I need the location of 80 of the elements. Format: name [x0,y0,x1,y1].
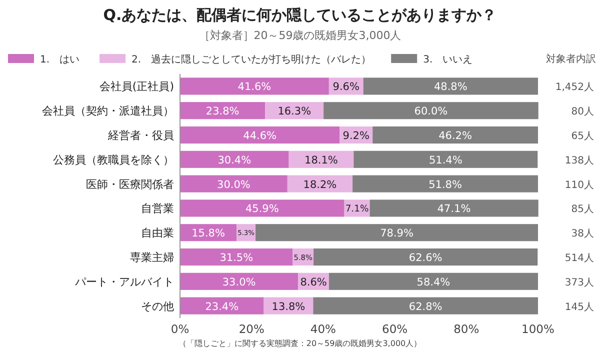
data-label: 18.1% [304,154,338,166]
data-label: 48.8% [434,81,468,94]
legend-label: 1. はい [40,54,80,66]
data-label: 9.6% [332,81,360,94]
text: 対象者内訳 [546,53,596,65]
bar [314,248,538,266]
data-label: 7.1% [345,204,369,215]
bar [180,150,289,168]
bar [180,175,288,192]
data-label: 51.4% [428,154,462,166]
chart-title: Q.あなたは、配偶者に何か隠していることがありますか？ [103,6,497,24]
text: 85人 [571,204,594,216]
x-tick-label: 80% [454,322,480,336]
x-tick-label: 60% [382,322,408,336]
x-tick-label: 40% [310,322,336,336]
y-tick-label: 専業主婦 [130,251,174,264]
legend-label: 3. いいえ [423,54,473,66]
data-label: 13.8% [272,300,306,313]
data-label: 78.9% [380,228,414,240]
data-label: 62.8% [408,300,442,313]
chart-subtitle: ［対象者］20～59歳の既婚男女3,000人 [198,29,402,42]
bar [328,272,538,290]
y-tick-label: 医師・医療関係者 [86,178,174,191]
data-label: 15.8% [192,228,225,240]
x-tick-label: 100% [522,322,555,336]
y-tick-label: その他 [141,300,174,313]
bar [180,272,298,290]
bar [324,102,538,120]
text: 514人 [564,253,594,264]
y-tick-label: 会社員（契約・派遣社員） [42,104,174,118]
y-tick-label: 公務員（教職員を除く） [53,153,174,166]
text: 65人 [571,131,594,142]
data-label: 23.4% [205,300,239,313]
text: 110人 [564,180,594,191]
bar [180,297,264,314]
text: 80人 [571,106,594,118]
data-label: 30.0% [217,178,250,191]
bar [370,200,538,217]
text: 38人 [571,228,594,240]
data-label: 51.8% [428,178,462,191]
y-tick-label: 会社員(正社員) [99,80,174,94]
text: 145人 [564,302,594,313]
data-label: 30.4% [218,154,252,166]
data-label: 58.4% [416,276,450,288]
y-tick-label: 経営者・役員 [107,129,174,142]
data-label: 45.9% [245,203,279,216]
bar [352,175,538,192]
bar [256,224,538,242]
text: 1,452人 [555,82,594,94]
data-label: 9.2% [342,130,370,142]
data-label: 62.6% [408,252,442,264]
bar [372,126,538,144]
y-tick-label: 自由業 [141,226,174,240]
x-tick-label: 0% [170,322,190,336]
bar [180,78,329,95]
data-label: 8.6% [300,276,327,288]
data-label: 46.2% [438,130,472,142]
data-label: 60.0% [414,106,448,118]
bar [354,150,538,168]
data-label: 44.6% [243,130,277,142]
x-tick-label: 20% [238,322,264,336]
bar [180,200,344,217]
bar [180,248,293,266]
data-label: 47.1% [437,203,471,216]
bar [363,78,538,95]
data-label: 18.2% [303,178,337,191]
data-label: 16.3% [278,106,312,118]
data-label: 33.0% [222,276,256,288]
text: （「隠しごと」に関する実態調査：20～59歳の既婚男女3,000人） [178,339,422,348]
data-label: 31.5% [220,252,254,264]
text: 138人 [564,155,594,166]
y-tick-label: パート・アルバイト [74,275,174,288]
bar [180,102,266,120]
bar [180,126,340,144]
data-label: 23.8% [206,106,240,118]
text: 373人 [564,277,594,288]
legend-label: 2. 過去に隠しごとしていたが打ち明けた（バレた） [132,54,372,66]
data-label: 41.6% [238,81,272,94]
y-tick-label: 自営業 [141,202,174,216]
bar [313,297,538,314]
